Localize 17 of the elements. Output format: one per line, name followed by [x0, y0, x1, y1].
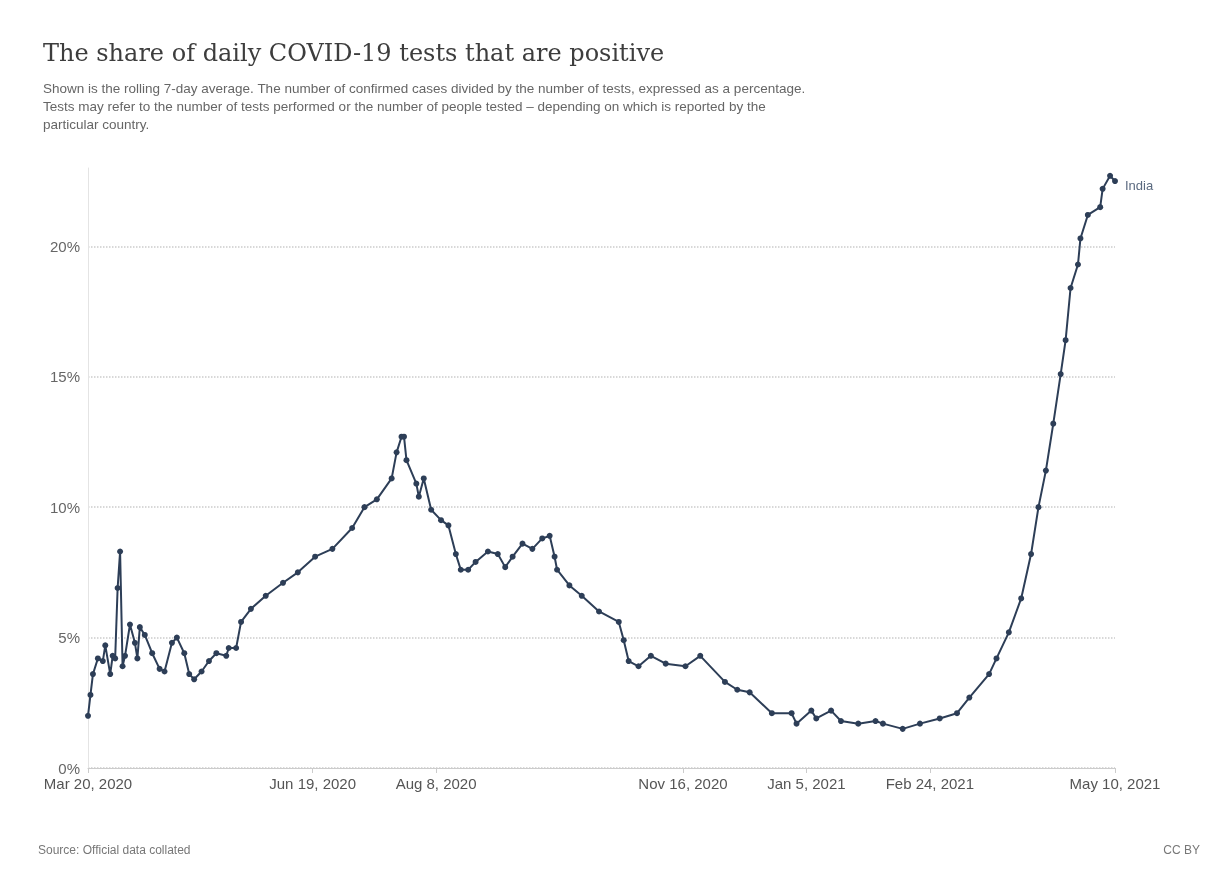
chart-title: The share of daily COVID-19 tests that are positive: [43, 39, 665, 67]
x-tick-label: Nov 16, 2020: [638, 775, 728, 792]
y-tick-label: 10%: [49, 498, 80, 516]
x-tick-label: May 10, 2021: [1069, 775, 1161, 792]
x-tick-label: Mar 20, 2020: [43, 775, 133, 792]
x-tick-label: Aug 8, 2020: [395, 775, 477, 792]
y-tick-label: 0%: [58, 759, 80, 777]
chart-subtitle: Shown is the rolling 7-day average. The number of confirmed cases divided by the number of tests, expressed as a percentage. Tests may refer to the number of tests performed or the number of people tested – depending on which is reported by the particular country.: [43, 80, 806, 132]
y-tick-label: 15%: [49, 368, 80, 386]
y-tick-label: 5%: [58, 629, 80, 647]
text: CC BY: [1163, 843, 1201, 857]
source-note: Source: Official data collated: [38, 843, 191, 857]
y-tick-label: 20%: [49, 237, 80, 255]
x-tick-label: Feb 24, 2021: [885, 775, 975, 792]
x-tick-label: Jun 19, 2020: [269, 775, 357, 792]
x-tick-label: Jan 5, 2021: [767, 775, 846, 792]
series-label: India: [1125, 177, 1154, 193]
